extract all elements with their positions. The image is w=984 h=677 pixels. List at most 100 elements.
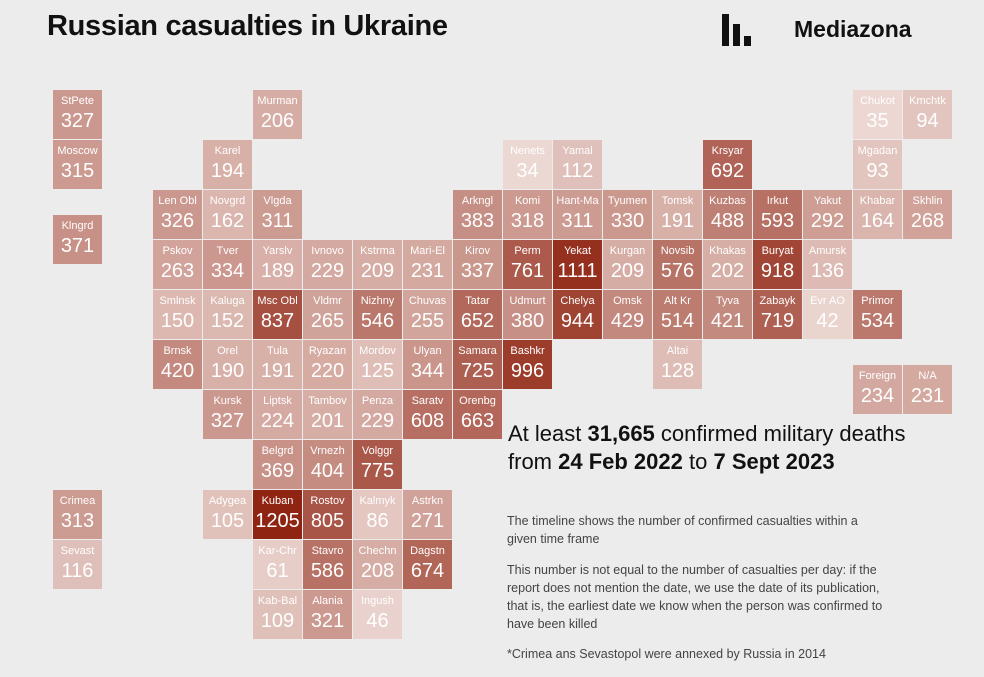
region-tile: Adygea 105 (203, 490, 252, 539)
date-method-note: This number is not equal to the number o… (507, 563, 883, 631)
region-value: 330 (610, 210, 645, 232)
page-title: Russian casualties in Ukraine (47, 10, 448, 42)
region-tile: Khakas 202 (703, 240, 752, 289)
region-value: 263 (160, 260, 195, 282)
region-value: 209 (610, 260, 645, 282)
region-name: Udmurt (509, 295, 546, 307)
region-tile: Karel 194 (203, 140, 252, 189)
region-tile: Yakut 292 (803, 190, 852, 239)
region-name: Smlnsk (159, 295, 196, 307)
region-name: Yamal (562, 145, 593, 157)
region-name: Nizhny (360, 295, 395, 307)
region-value: 488 (710, 210, 745, 232)
region-name: Bashkr (510, 345, 545, 357)
region-value: 608 (410, 410, 445, 432)
region-tile: Brnsk 420 (153, 340, 202, 389)
region-name: Ingush (360, 595, 395, 607)
region-tile: Ivnovo 229 (303, 240, 352, 289)
region-value: 593 (760, 210, 795, 232)
region-value: 344 (410, 360, 445, 382)
region-name: Altai (666, 345, 689, 357)
region-value: 327 (210, 410, 245, 432)
region-value: 162 (210, 210, 245, 232)
region-tile: Len Obl 326 (153, 190, 202, 239)
region-tile: Dagstn 674 (403, 540, 452, 589)
region-tile: Smlnsk 150 (153, 290, 202, 339)
region-name: Chuvas (408, 295, 447, 307)
region-tile: Orel 190 (203, 340, 252, 389)
region-tile: Chukot 35 (853, 90, 902, 139)
region-name: Penza (361, 395, 394, 407)
region-name: Buryat (761, 245, 794, 257)
region-tile: N/A 231 (903, 365, 952, 414)
region-name: Khakas (709, 245, 746, 257)
region-value: 46 (366, 610, 389, 632)
region-value: 93 (866, 160, 889, 182)
region-value: 292 (810, 210, 845, 232)
region-tile: Vrnezh 404 (303, 440, 352, 489)
region-tile: Arkngl 383 (453, 190, 502, 239)
region-tile: Kuban 1205 (253, 490, 302, 539)
region-name: N/A (918, 370, 937, 382)
region-tile: Krsyar 692 (703, 140, 752, 189)
region-name: Vlgda (263, 195, 292, 207)
region-name: Kar-Chr (258, 545, 297, 557)
region-name: Crimea (59, 495, 96, 507)
region-tile: Belgrd 369 (253, 440, 302, 489)
region-value: 202 (710, 260, 745, 282)
region-value: 206 (260, 110, 295, 132)
region-tile: Moscow 315 (53, 140, 102, 189)
region-tile: Chelya 944 (553, 290, 602, 339)
region-tile: Kstrma 209 (353, 240, 402, 289)
region-tile: Udmurt 380 (503, 290, 552, 339)
region-tile: Crimea 313 (53, 490, 102, 539)
region-tile: Hant-Ma 311 (553, 190, 602, 239)
region-value: 334 (210, 260, 245, 282)
region-name: Amursk (808, 245, 847, 257)
region-tile: Stavro 586 (303, 540, 352, 589)
region-tile: Skhlin 268 (903, 190, 952, 239)
region-value: 404 (310, 460, 345, 482)
region-tile: Tula 191 (253, 340, 302, 389)
region-value: 327 (60, 110, 95, 132)
region-value: 534 (860, 310, 895, 332)
region-name: Primor (861, 295, 894, 307)
region-tile: Rostov 805 (303, 490, 352, 539)
region-tile: Ulyan 344 (403, 340, 452, 389)
region-name: Kalmyk (359, 495, 396, 507)
region-tile: Perm 761 (503, 240, 552, 289)
region-name: Pskov (162, 245, 193, 257)
region-name: Dagstn (410, 545, 445, 557)
region-name: Kursk (213, 395, 242, 407)
region-name: Len Obl (158, 195, 197, 207)
region-tile: Tatar 652 (453, 290, 502, 339)
region-tile: Irkut 593 (753, 190, 802, 239)
region-value: 255 (410, 310, 445, 332)
region-value: 371 (60, 235, 95, 257)
region-name: Kmchtk (909, 95, 946, 107)
region-value: 996 (510, 360, 545, 382)
region-name: Tver (216, 245, 239, 257)
region-name: Chukot (860, 95, 895, 107)
region-tile: Sevast 116 (53, 540, 102, 589)
region-name: Novsib (660, 245, 695, 257)
region-tile: Novgrd 162 (203, 190, 252, 239)
region-name: Krsyar (711, 145, 744, 157)
region-name: Belgrd (261, 445, 294, 457)
region-name: Tatar (465, 295, 490, 307)
region-value: 191 (260, 360, 295, 382)
summary-headline: At least 31,665 confirmed military death… (508, 420, 928, 476)
region-tile: Evr AO 42 (803, 290, 852, 339)
region-tile: Tomsk 191 (653, 190, 702, 239)
region-tile: Alt Kr 514 (653, 290, 702, 339)
region-name: Novgrd (209, 195, 246, 207)
region-value: 231 (410, 260, 445, 282)
region-tile: Liptsk 224 (253, 390, 302, 439)
region-value: 61 (266, 560, 289, 582)
mediazona-logo-icon (720, 12, 756, 48)
region-value: 761 (510, 260, 545, 282)
region-tile: StPete 327 (53, 90, 102, 139)
region-tile: Kmchtk 94 (903, 90, 952, 139)
region-name: StPete (60, 95, 95, 107)
